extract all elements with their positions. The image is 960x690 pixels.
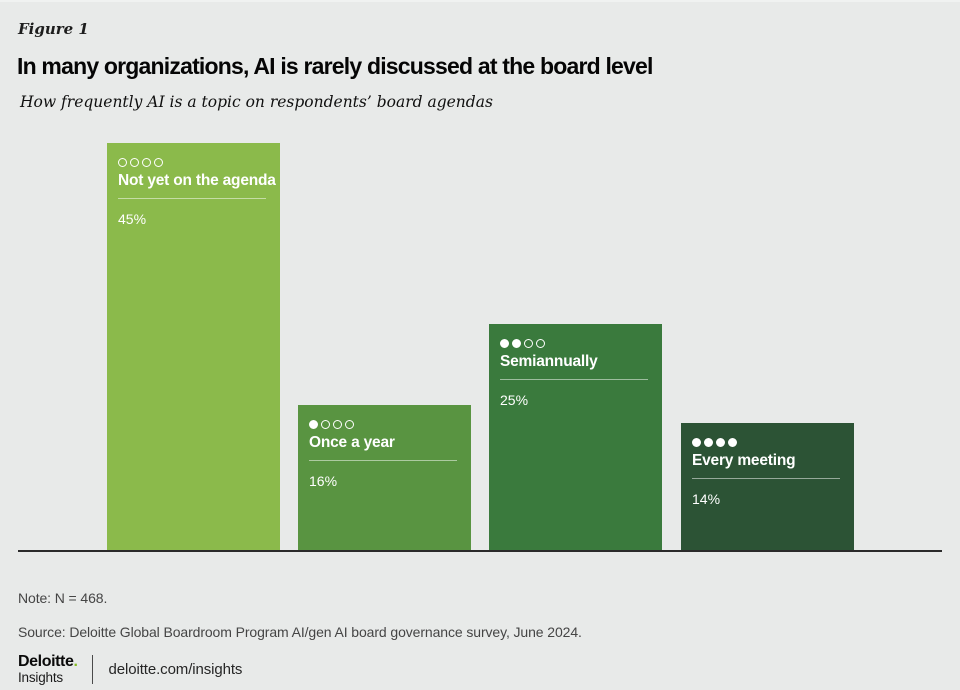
open-dot-icon bbox=[154, 157, 163, 167]
chart-baseline-axis bbox=[18, 550, 942, 552]
bar-category-label: Not yet on the agenda bbox=[118, 172, 276, 189]
chart-subtitle: How frequently AI is a topic on responde… bbox=[20, 93, 493, 111]
bar-value-label: 14% bbox=[692, 491, 721, 507]
open-dot-icon bbox=[524, 338, 533, 348]
filled-dot-icon bbox=[716, 437, 725, 447]
open-dot-icon bbox=[130, 157, 139, 167]
open-dot-icon bbox=[536, 338, 545, 348]
open-dot-icon bbox=[118, 157, 127, 167]
footer: Deloitte. Insights deloitte.com/insights bbox=[18, 654, 242, 685]
open-dot-icon bbox=[345, 419, 354, 429]
page-title: In many organizations, AI is rarely disc… bbox=[17, 53, 653, 79]
insights-wordmark: Insights bbox=[18, 670, 63, 685]
bar-category-label: Every meeting bbox=[692, 452, 796, 469]
bar-value-label: 45% bbox=[118, 211, 147, 227]
frequency-dots bbox=[118, 157, 268, 167]
filled-dot-icon bbox=[728, 437, 737, 447]
frequency-dots bbox=[500, 338, 650, 348]
bar: Not yet on the agenda 45% bbox=[107, 143, 280, 550]
filled-dot-icon bbox=[692, 437, 701, 447]
bar: Semiannually 25% bbox=[489, 324, 662, 550]
filled-dot-icon bbox=[500, 338, 509, 348]
deloitte-wordmark: Deloitte. bbox=[18, 654, 78, 670]
filled-dot-icon bbox=[512, 338, 521, 348]
bar-chart: Not yet on the agenda 45% Once a year 16… bbox=[0, 2, 960, 562]
bar-value-label: 16% bbox=[309, 473, 338, 489]
frequency-dots bbox=[692, 437, 842, 447]
open-dot-icon bbox=[142, 157, 151, 167]
bar-separator-line bbox=[500, 379, 648, 380]
open-dot-icon bbox=[321, 419, 330, 429]
bar-separator-line bbox=[309, 460, 457, 461]
filled-dot-icon bbox=[309, 419, 318, 429]
insights-link[interactable]: deloitte.com/insights bbox=[108, 660, 243, 678]
note-text: Note: N = 468. bbox=[18, 590, 108, 606]
frequency-dots bbox=[309, 419, 459, 429]
bar-separator-line bbox=[692, 478, 840, 479]
brand-green-dot-icon: . bbox=[73, 653, 78, 670]
open-dot-icon bbox=[333, 419, 342, 429]
figure-label: Figure 1 bbox=[18, 20, 89, 38]
bar-category-label: Once a year bbox=[309, 434, 395, 451]
filled-dot-icon bbox=[704, 437, 713, 447]
source-text: Source: Deloitte Global Boardroom Progra… bbox=[18, 624, 582, 640]
footer-divider bbox=[91, 654, 93, 684]
bar: Every meeting 14% bbox=[681, 423, 854, 550]
bar-separator-line bbox=[118, 198, 266, 199]
brand-name: Deloitte bbox=[18, 653, 74, 670]
deloitte-insights-logo: Deloitte. Insights bbox=[18, 654, 78, 685]
bar-value-label: 25% bbox=[500, 392, 529, 408]
bar-category-label: Semiannually bbox=[500, 353, 598, 370]
bar: Once a year 16% bbox=[298, 405, 471, 550]
